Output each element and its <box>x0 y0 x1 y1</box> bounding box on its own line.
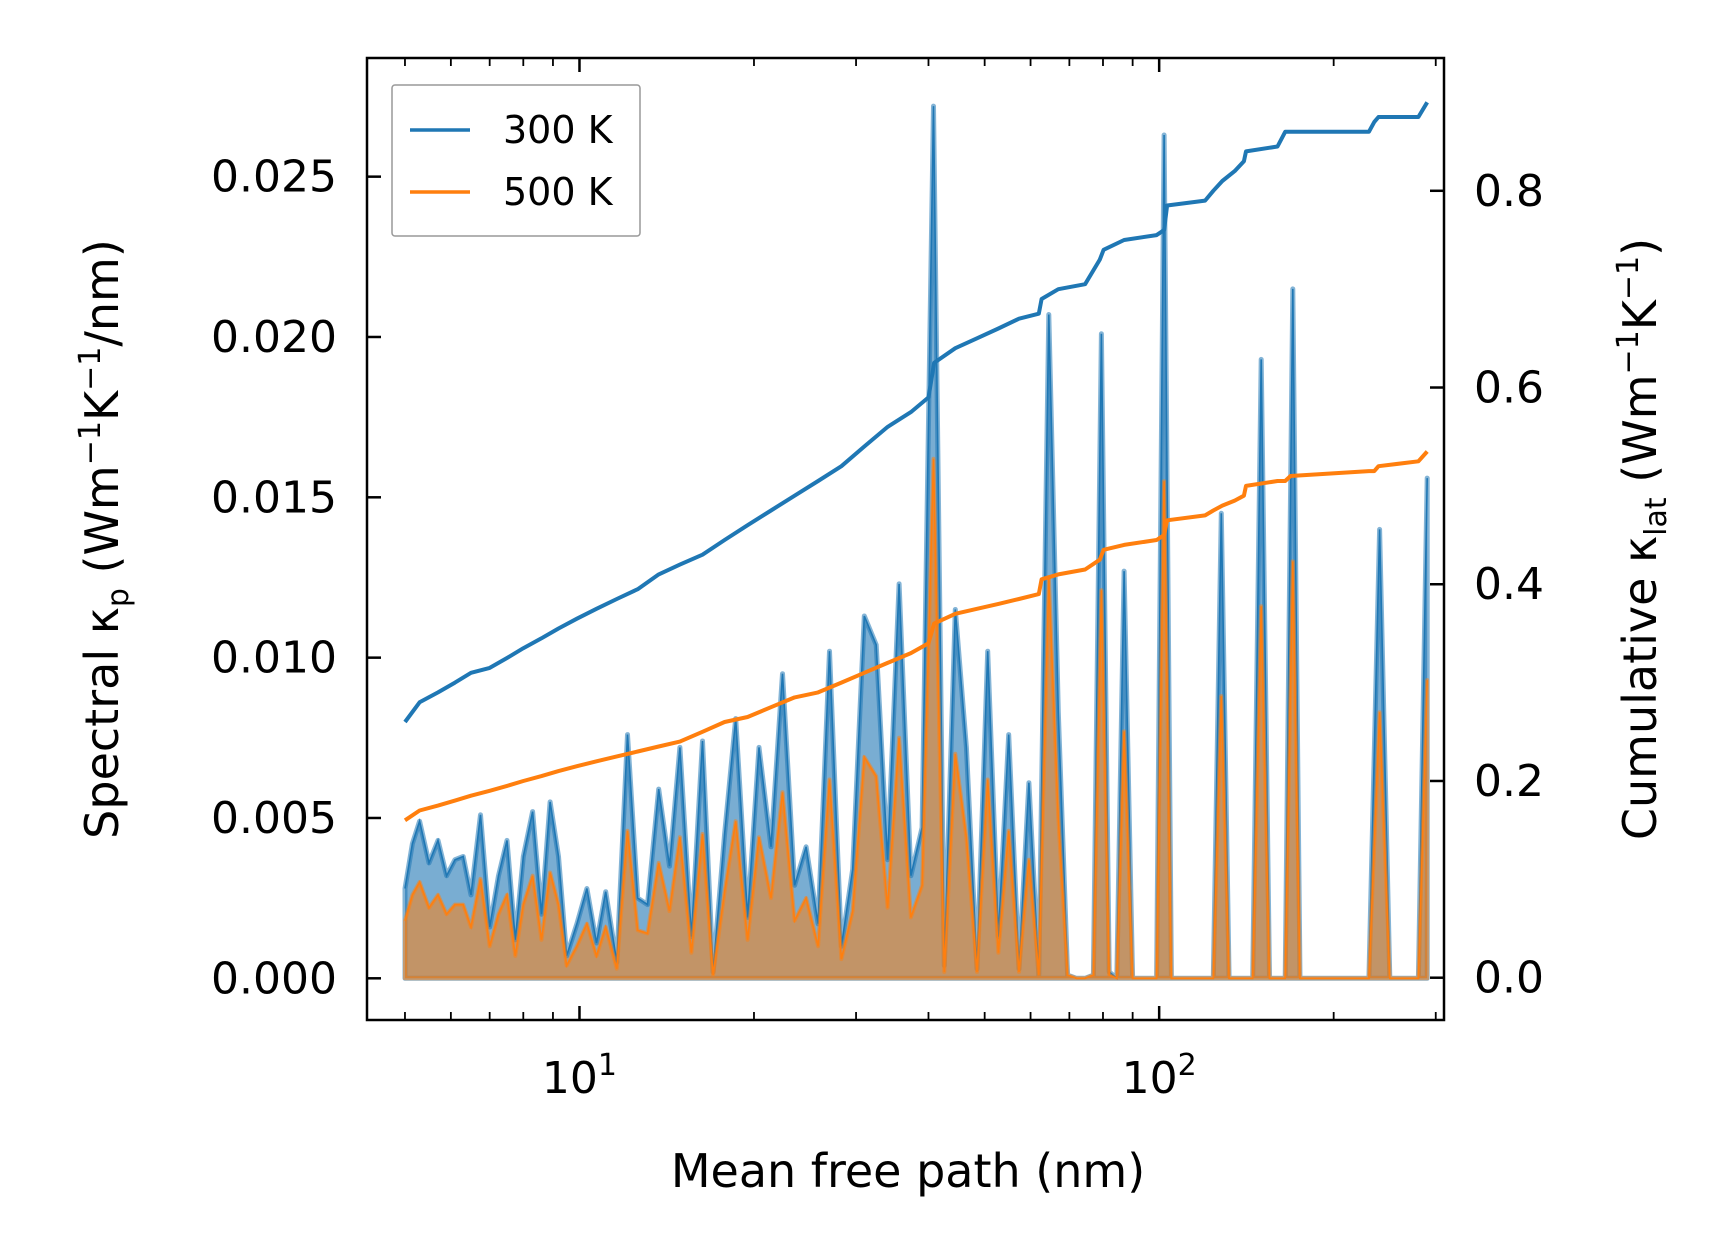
spectral-fill-layer <box>402 103 1430 981</box>
y-axis-label-right: Cumulative κlat (Wm−1K−1) <box>1611 238 1674 840</box>
legend-label-500k: 500 K <box>503 170 614 214</box>
y-right-tick-label: 0.4 <box>1474 559 1544 610</box>
y-right-tick-label: 0.6 <box>1474 363 1544 414</box>
cumulative-line-300k <box>403 101 1429 724</box>
y-left-tick-label: 0.025 <box>211 152 337 203</box>
plot-area <box>402 101 1430 981</box>
spectral-line-500k <box>404 458 1428 980</box>
x-tick-label: 102 <box>1122 1048 1197 1104</box>
y-left-tick-label: 0.010 <box>211 633 337 684</box>
cumulative-line-500k <box>403 450 1429 822</box>
legend: 300 K 500 K <box>391 84 641 237</box>
y-left-tick-label: 0.000 <box>211 953 337 1004</box>
y-axis-label-left: Spectral κp (Wm−1K−1/nm) <box>73 239 136 839</box>
y-left-tick-label: 0.020 <box>211 312 337 363</box>
x-tick-label: 101 <box>542 1048 617 1104</box>
y-right-tick-label: 0.0 <box>1474 953 1544 1004</box>
ticks-layer: 0.000 0.005 0.010 0.015 0.020 0.025 0.0 0.2 0.4 0… <box>211 58 1544 1104</box>
spectral-area-300k <box>402 103 1430 981</box>
plot-frame <box>365 56 1446 1022</box>
y-left-tick-label: 0.005 <box>211 793 337 844</box>
legend-label-300k: 300 K <box>503 108 614 152</box>
y-right-tick-label: 0.8 <box>1474 166 1544 217</box>
legend-box <box>391 84 641 237</box>
x-axis-label: Mean free path (nm) <box>671 1144 1145 1198</box>
y-right-tick-label: 0.2 <box>1474 756 1544 807</box>
y-left-tick-label: 0.015 <box>211 472 337 523</box>
line-layer <box>403 101 1429 822</box>
